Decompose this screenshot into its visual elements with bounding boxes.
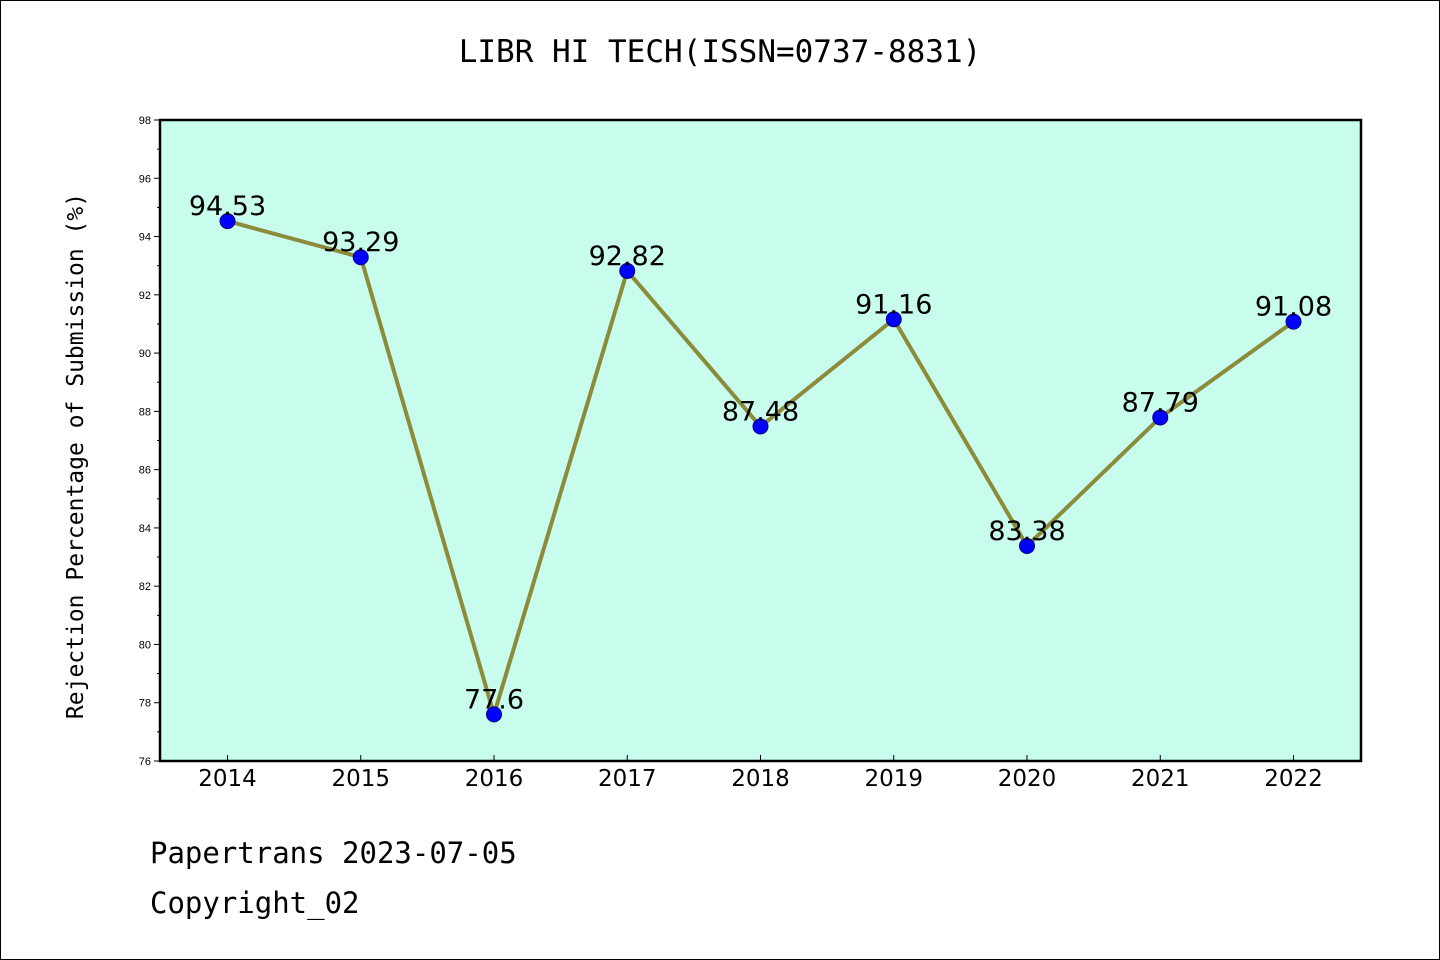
data-label: 94.53 bbox=[189, 191, 266, 222]
plot-area bbox=[158, 118, 1363, 763]
data-point bbox=[752, 418, 769, 435]
footer-source: Papertrans 2023-07-05 bbox=[150, 836, 517, 870]
x-axis: 2014 2015 2016 2017 2018 2019 2020 2021 2022 bbox=[198, 755, 1323, 792]
y-tick-label: 80 bbox=[139, 639, 151, 651]
x-tick-label: 2015 bbox=[331, 766, 390, 792]
y-tick-label: 76 bbox=[139, 756, 151, 768]
chart-title: LIBR HI TECH(ISSN=0737-8831) bbox=[458, 34, 982, 70]
data-label: 92.82 bbox=[589, 241, 666, 272]
y-tick-label: 96 bbox=[139, 173, 151, 185]
data-label: 91.08 bbox=[1255, 292, 1332, 323]
data-label: 93.29 bbox=[322, 227, 399, 258]
data-point bbox=[885, 311, 902, 328]
x-tick-label: 2020 bbox=[998, 766, 1057, 792]
y-tick-label: 94 bbox=[139, 232, 151, 244]
data-label: 83.38 bbox=[988, 516, 1065, 547]
y-tick-label: 90 bbox=[139, 348, 151, 360]
y-tick-label: 82 bbox=[139, 581, 151, 593]
y-axis: 76 78 80 82 84 86 88 90 92 94 96 98 bbox=[139, 115, 160, 768]
data-point bbox=[1285, 313, 1302, 330]
x-tick-label: 2017 bbox=[598, 766, 657, 792]
data-label: 77.6 bbox=[464, 684, 524, 715]
data-point bbox=[219, 213, 236, 230]
y-tick-label: 88 bbox=[139, 406, 151, 418]
y-tick-label: 98 bbox=[139, 115, 151, 127]
data-point bbox=[352, 249, 369, 266]
y-tick-label: 78 bbox=[139, 698, 151, 710]
data-label: 87.48 bbox=[722, 397, 799, 428]
data-points bbox=[219, 213, 1302, 723]
footer-copyright: Copyright_02 bbox=[150, 886, 360, 920]
x-tick-label: 2021 bbox=[1131, 766, 1190, 792]
data-point bbox=[486, 706, 502, 723]
x-tick-label: 2019 bbox=[864, 766, 923, 792]
x-tick-label: 2016 bbox=[465, 766, 524, 792]
data-label: 91.16 bbox=[855, 289, 932, 320]
y-tick-label: 86 bbox=[139, 465, 151, 477]
data-point bbox=[1019, 537, 1035, 554]
y-tick-label: 84 bbox=[139, 523, 151, 535]
data-point bbox=[619, 262, 636, 279]
data-labels: 94.53 93.29 77.6 92.82 87.48 91.16 83.38 87.79 9… bbox=[189, 191, 1332, 715]
data-point bbox=[1152, 409, 1169, 426]
y-tick-label: 92 bbox=[139, 290, 151, 302]
data-label: 87.79 bbox=[1122, 387, 1199, 418]
x-tick-label: 2014 bbox=[198, 766, 257, 792]
x-tick-label: 2018 bbox=[731, 766, 790, 792]
x-tick-label: 2022 bbox=[1264, 766, 1323, 792]
